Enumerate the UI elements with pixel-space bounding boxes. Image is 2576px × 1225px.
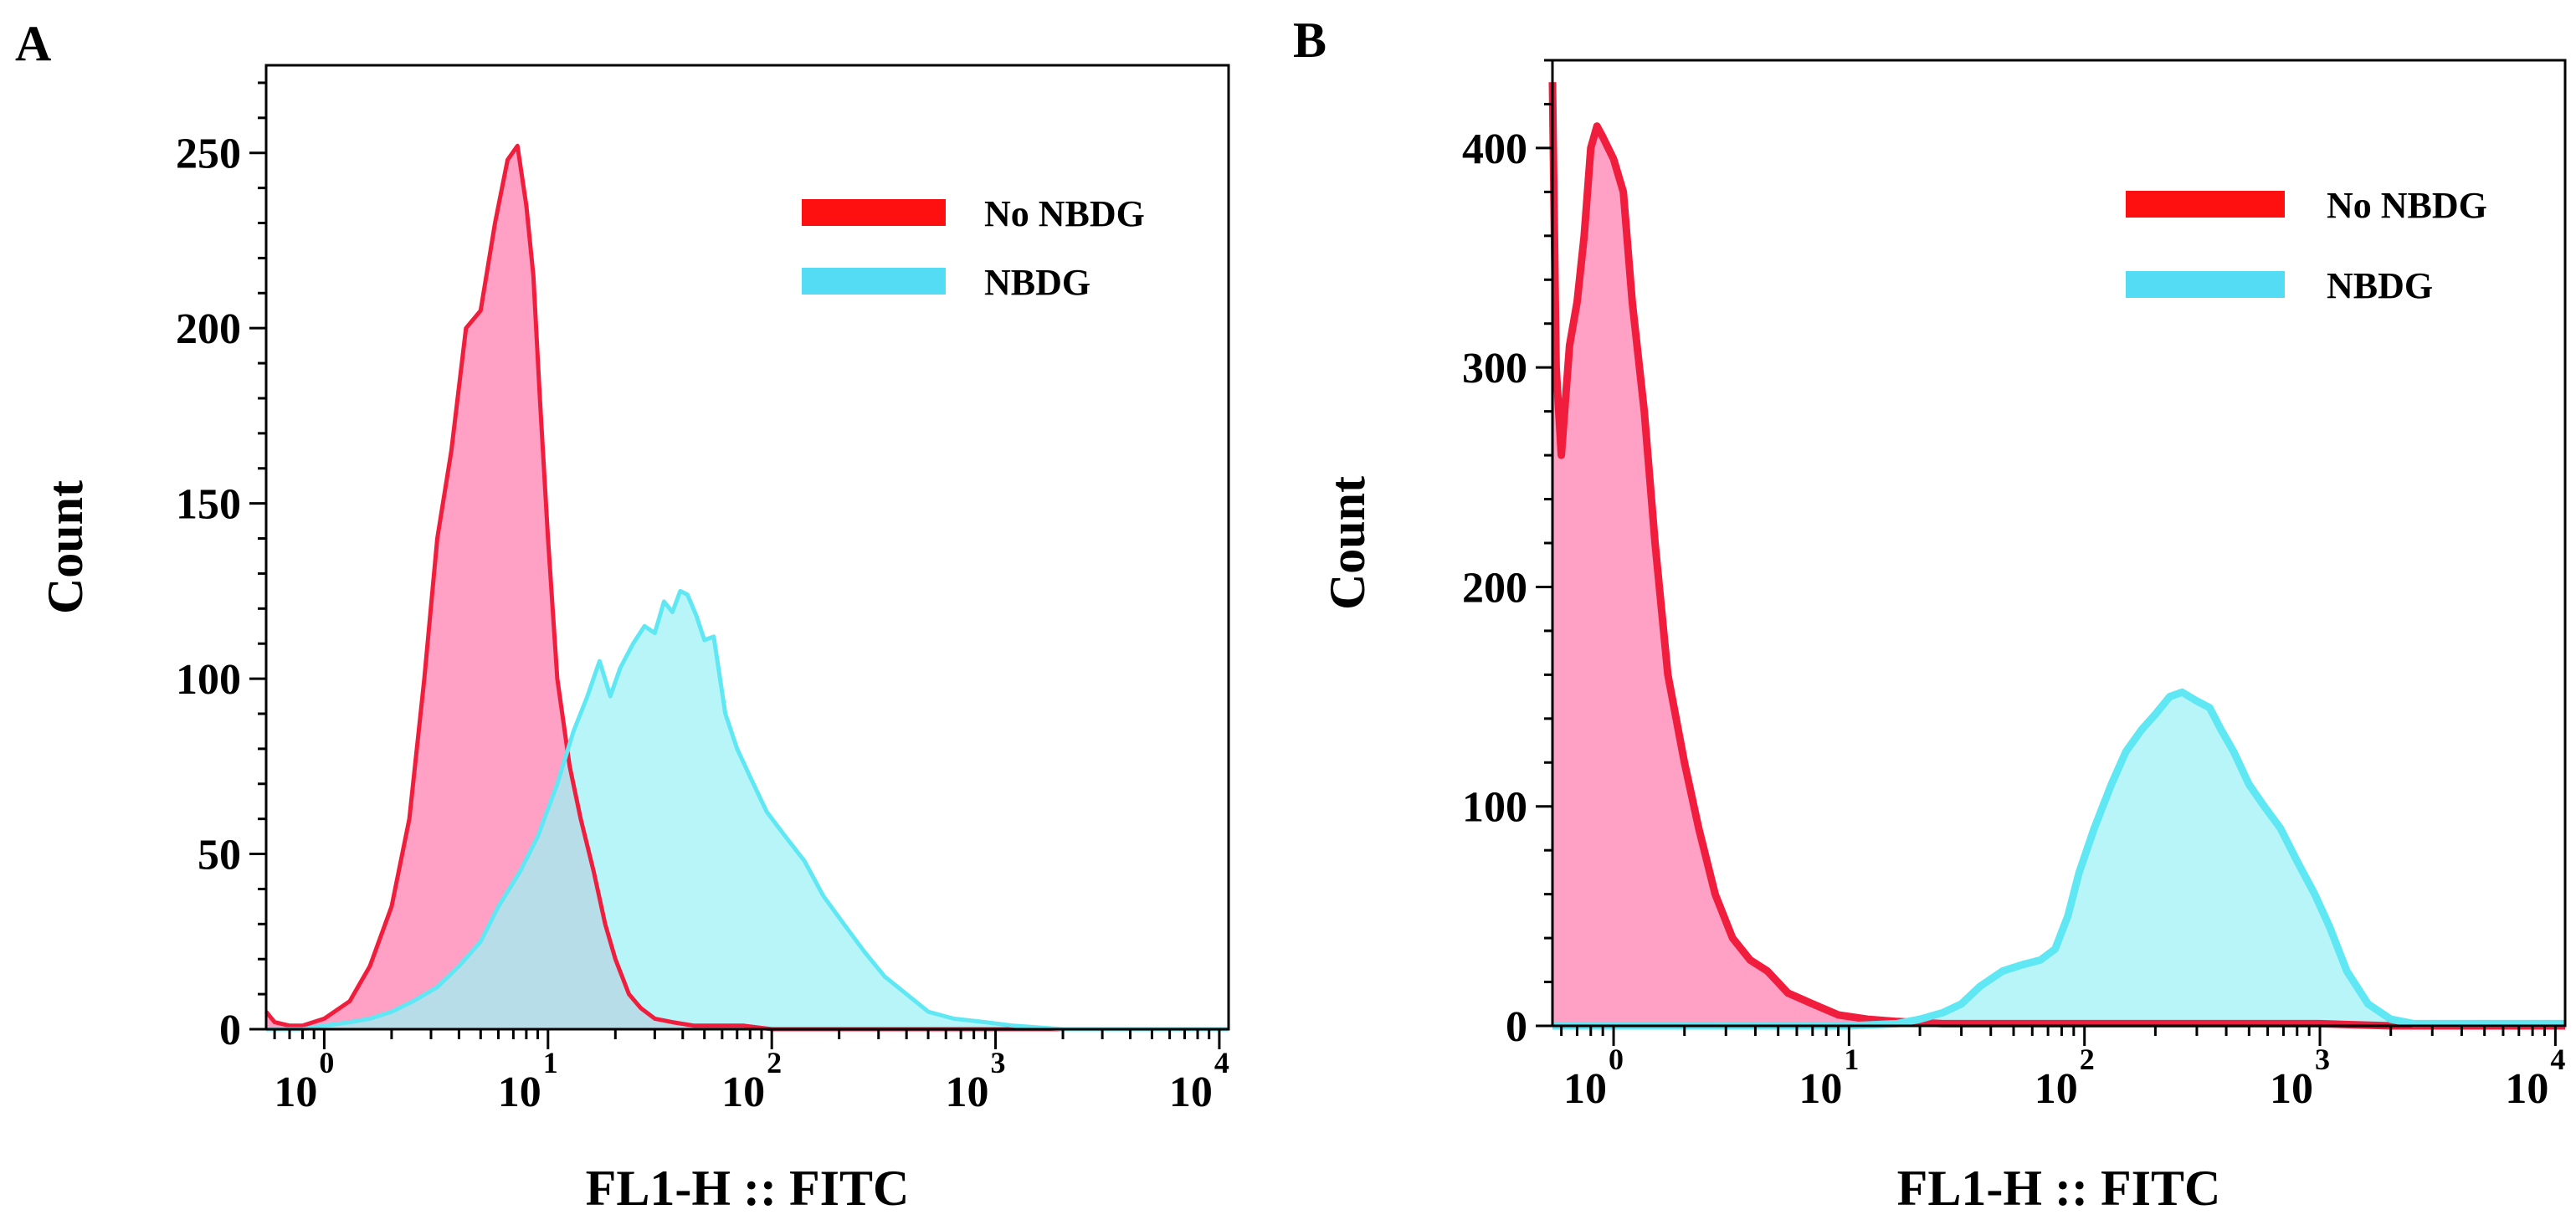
legend-label: NBDG xyxy=(984,262,1090,303)
x-tick-label: 10 xyxy=(721,1069,765,1116)
x-tick-exponent: 3 xyxy=(991,1046,1006,1079)
series-area-no-nbdg xyxy=(1552,82,2565,1027)
x-tick-exponent: 2 xyxy=(2080,1043,2095,1076)
x-tick-exponent: 0 xyxy=(319,1046,334,1079)
y-tick-label: 50 xyxy=(198,832,241,879)
x-tick-exponent: 2 xyxy=(767,1046,782,1079)
x-tick-label: 10 xyxy=(2035,1065,2078,1113)
y-tick-label: 0 xyxy=(219,1007,241,1054)
x-tick-exponent: 4 xyxy=(2550,1043,2565,1076)
x-tick-exponent: 0 xyxy=(1609,1043,1624,1076)
y-tick-label: 200 xyxy=(176,305,241,353)
x-tick-exponent: 1 xyxy=(1844,1043,1859,1076)
legend-label: NBDG xyxy=(2327,265,2433,306)
y-axis-label: Count xyxy=(1320,476,1375,610)
series-area-no-nbdg xyxy=(266,146,1229,1029)
x-tick-exponent: 4 xyxy=(1214,1046,1229,1079)
y-tick-label: 400 xyxy=(1462,126,1527,173)
panel-label: A xyxy=(15,16,51,71)
y-tick-label: 100 xyxy=(176,656,241,704)
x-tick-label: 10 xyxy=(1799,1065,1842,1113)
y-tick-label: 0 xyxy=(1506,1003,1527,1051)
y-tick-label: 150 xyxy=(176,481,241,529)
x-tick-exponent: 1 xyxy=(543,1046,558,1079)
series-area-nbdg xyxy=(266,591,1229,1029)
series-area-nbdg xyxy=(1552,692,2565,1026)
x-tick-label: 10 xyxy=(1563,1065,1607,1113)
legend-label: No NBDG xyxy=(2327,185,2487,226)
x-tick-label: 10 xyxy=(274,1069,317,1116)
y-tick-label: 100 xyxy=(1462,784,1527,832)
series-line-nbdg xyxy=(266,588,1229,1032)
x-tick-label: 10 xyxy=(1169,1069,1213,1116)
plot-frame xyxy=(264,64,1230,1031)
x-tick-label: 10 xyxy=(946,1069,989,1116)
x-tick-exponent: 3 xyxy=(2315,1043,2330,1076)
y-tick-label: 300 xyxy=(1462,345,1527,392)
legend-label: No NBDG xyxy=(984,193,1145,234)
x-tick-label: 10 xyxy=(2270,1065,2313,1113)
panel-label: B xyxy=(1293,13,1326,68)
x-tick-label: 10 xyxy=(2505,1065,2548,1113)
y-axis-label: Count xyxy=(38,480,93,614)
y-tick-label: 200 xyxy=(1462,564,1527,612)
x-axis-label: FL1-H :: FITC xyxy=(586,1161,910,1216)
x-tick-label: 10 xyxy=(498,1069,541,1116)
series-line-no-nbdg xyxy=(264,143,1229,1032)
y-tick-label: 250 xyxy=(176,131,241,178)
x-axis-label: FL1-H :: FITC xyxy=(1897,1161,2221,1216)
series-line-nbdg xyxy=(1552,688,2565,1030)
